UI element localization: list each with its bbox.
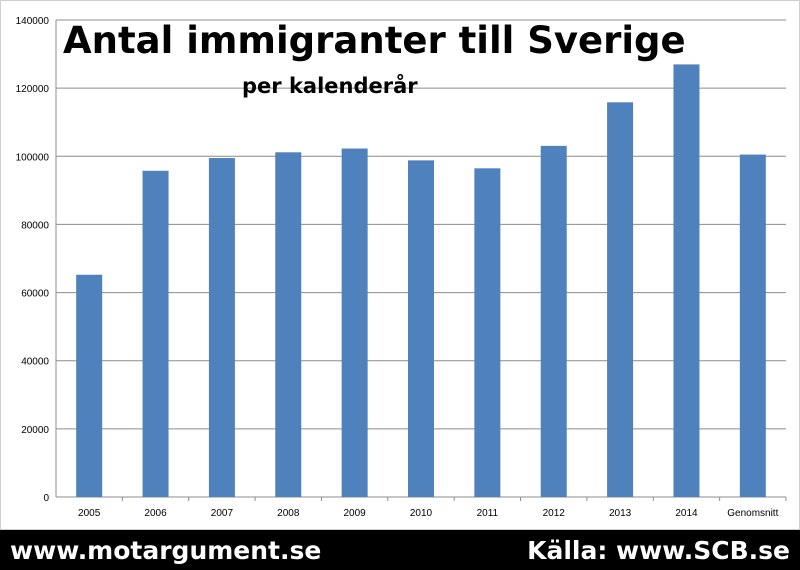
footer-source: Källa: www.SCB.se <box>527 535 790 565</box>
bar-2009 <box>341 148 368 497</box>
footer-website: www.motargument.se <box>10 535 322 565</box>
x-tick-label: 2014 <box>675 508 698 519</box>
chart-subtitle: per kalenderår <box>242 74 418 98</box>
y-tick-label: 0 <box>43 493 49 504</box>
bar-2012 <box>540 145 567 497</box>
footer-bar: www.motargument.se Källa: www.SCB.se <box>0 530 800 570</box>
bar-2007 <box>208 158 235 497</box>
x-tick-label: 2006 <box>144 508 167 519</box>
bar-2006 <box>142 170 169 498</box>
bar-2013 <box>607 102 634 498</box>
bar-2008 <box>275 152 302 497</box>
y-tick-label: 20000 <box>21 425 49 436</box>
y-tick-label: 40000 <box>21 357 49 368</box>
x-tick-label: Genomsnitt <box>727 508 778 519</box>
bar-2010 <box>408 160 434 497</box>
bar-2014 <box>673 64 700 498</box>
x-tick-label: 2008 <box>277 508 300 519</box>
x-tick-label: 2005 <box>78 508 101 519</box>
x-tick-label: 2011 <box>477 508 499 519</box>
bar-2005 <box>76 274 103 497</box>
x-tick-label: 2012 <box>543 508 566 519</box>
x-tick-label: 2009 <box>344 508 367 519</box>
y-tick-label: 60000 <box>21 289 49 300</box>
chart-plot: 0 20000 40000 60000 80000 100000 120000 140000 2… <box>16 16 787 519</box>
chart-frame: 0 20000 40000 60000 80000 100000 120000 140000 2… <box>0 0 800 530</box>
y-tick-label: 140000 <box>16 16 50 27</box>
y-tick-label: 80000 <box>21 220 49 231</box>
bar-2011 <box>474 168 501 497</box>
y-tick-label: 120000 <box>16 84 50 95</box>
y-tick-label: 100000 <box>16 152 50 163</box>
x-tick-label: 2010 <box>410 508 433 519</box>
x-tick-label: 2013 <box>609 508 632 519</box>
chart-title: Antal immigranter till Sverige <box>63 19 686 62</box>
bar-genomsnitt <box>739 154 766 497</box>
x-tick-label: 2007 <box>211 508 234 519</box>
